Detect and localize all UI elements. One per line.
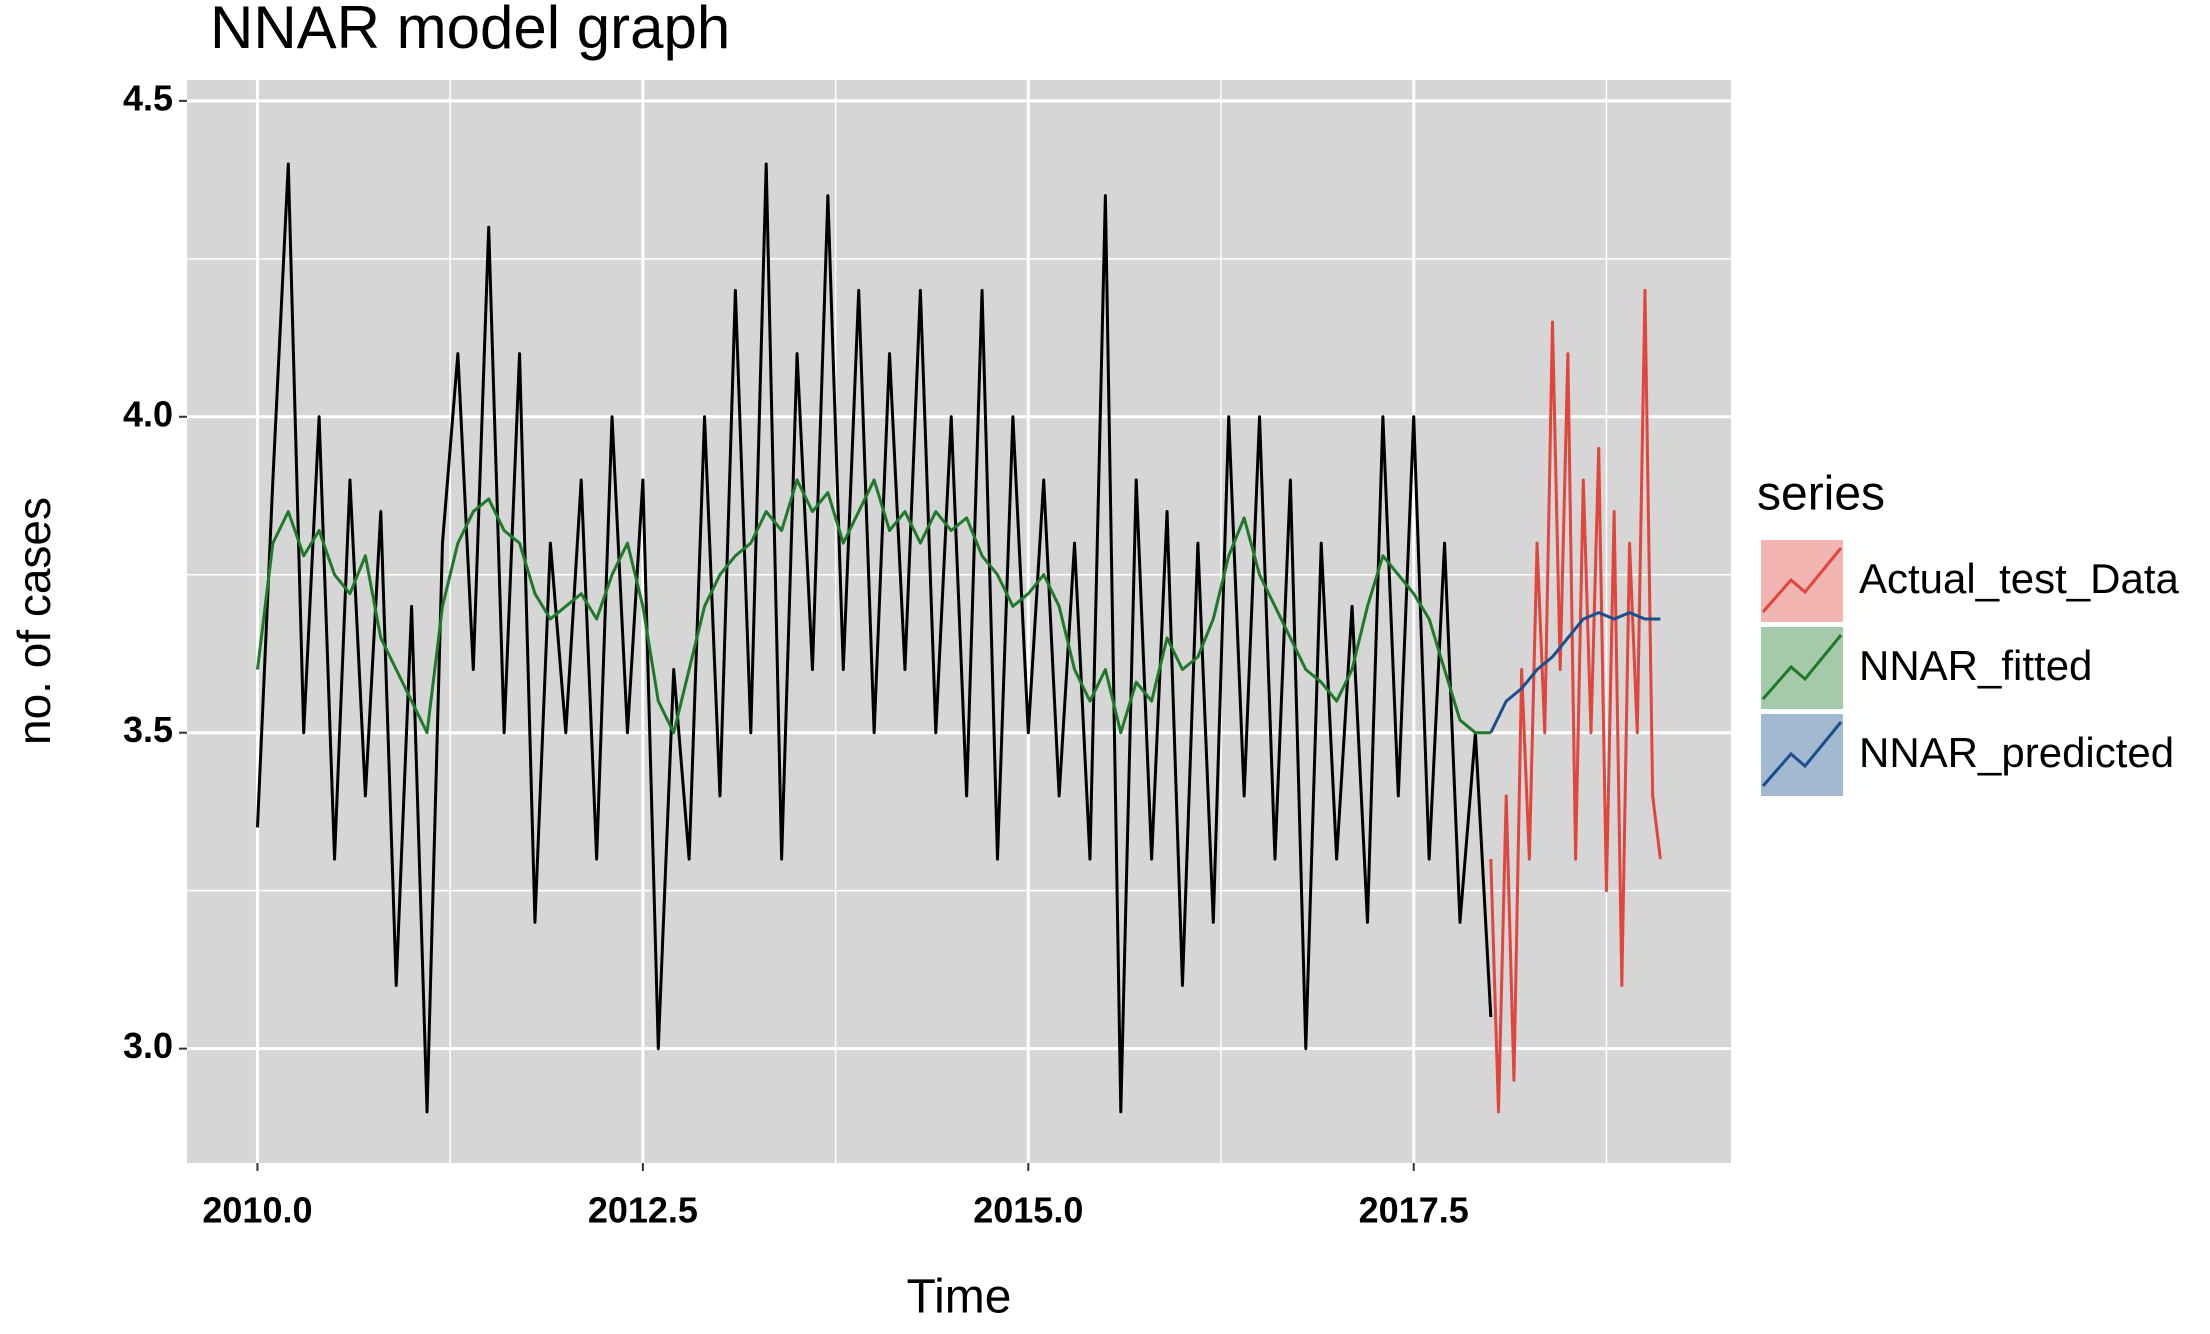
series-line <box>1489 611 1661 734</box>
x-tick-label: 2012.5 <box>588 1190 698 1231</box>
legend-key-background <box>1761 540 1843 622</box>
x-tick-label: 2017.5 <box>1359 1190 1469 1231</box>
legend-key-background <box>1761 627 1843 709</box>
legend-key-background <box>1761 714 1843 796</box>
chart-title: NNAR model graph <box>210 0 730 61</box>
x-tick-label: 2010.0 <box>202 1190 312 1231</box>
legend-key-line <box>1761 721 1843 787</box>
legend-key-line <box>1761 547 1843 613</box>
series-line <box>1489 288 1662 1114</box>
legend-title: series <box>1757 468 1885 521</box>
y-axis-title: no. of cases <box>8 497 60 745</box>
legend-label: Actual_test_Data <box>1859 555 2180 602</box>
y-tick-label: 3.5 <box>123 709 173 750</box>
x-axis-title: Time <box>907 1271 1012 1324</box>
y-tick-label: 3.0 <box>123 1025 173 1066</box>
legend-key-line <box>1761 634 1843 700</box>
series-line <box>255 478 1491 735</box>
legend-label: NNAR_fitted <box>1859 642 2092 689</box>
y-tick-label: 4.5 <box>123 77 173 118</box>
y-tick-label: 4.0 <box>123 393 173 434</box>
x-tick-label: 2015.0 <box>973 1190 1083 1231</box>
series-line <box>255 162 1493 1114</box>
legend-label: NNAR_predicted <box>1859 729 2174 776</box>
